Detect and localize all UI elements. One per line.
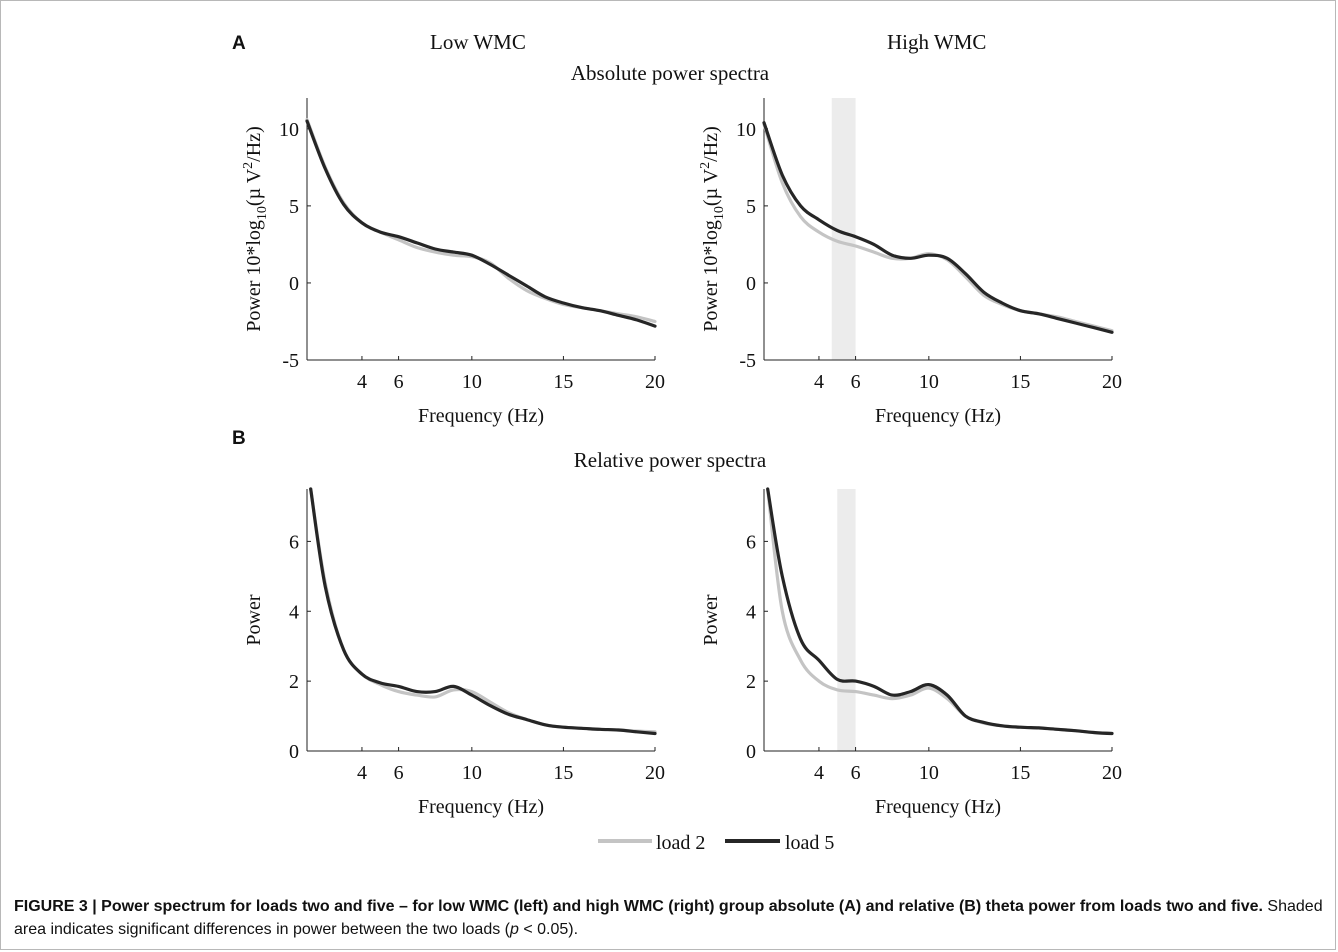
panel-a-high-series-load2-line (762, 122, 1114, 333)
caption-rest-post: < 0.05). (518, 921, 579, 938)
figure-caption: FIGURE 3 | Power spectrum for loads two … (14, 895, 1324, 941)
panel-a-low-x-tick-label: 20 (645, 371, 665, 393)
panel-a-low-x-tick-label: 15 (553, 371, 573, 393)
panel-b-low-x-tick-label: 6 (394, 762, 404, 784)
legend-load5-label: load 5 (785, 832, 834, 854)
panel-a-high-series-load5-line (762, 121, 1114, 334)
row-title-relative: Relative power spectra (573, 448, 767, 472)
panel-a-low-x-label: Frequency (Hz) (418, 405, 544, 427)
panel-a-high-x-tick-label: 6 (851, 371, 861, 393)
panel-a-low-x-tick-label: 10 (462, 371, 482, 393)
column-title-high-wmc: High WMC (887, 30, 987, 54)
panel-b-high-x-tick-label: 20 (1102, 762, 1122, 784)
panel-a-low-y-label: Power 10*log10(µ V2/Hz) (241, 126, 270, 331)
panel-b-low-y-tick-label: 0 (289, 741, 299, 763)
panel-b-high-x-tick-label: 6 (851, 762, 861, 784)
panel-a-high-significance-shade (831, 98, 856, 360)
panel-b-low-series-load2-line (309, 487, 657, 734)
panel-a-low-series-load5-line (305, 119, 657, 328)
panel-a-high-x-tick-label: 15 (1010, 371, 1030, 393)
panel-a-high-y-tick-label: 5 (746, 196, 756, 218)
panel-a-high-y-tick-label: 10 (736, 119, 756, 141)
panel-a-letter: A (232, 33, 246, 54)
panel-b-high-x-tick-label: 10 (919, 762, 939, 784)
panel-b-high-y-tick-label: 6 (746, 531, 756, 553)
panel-a-low-y-tick-label: 5 (289, 196, 299, 218)
panel-b-low-x-tick-label: 15 (553, 762, 573, 784)
row-title-absolute: Absolute power spectra (570, 61, 770, 85)
panel-a-high-x-tick-label: 20 (1102, 371, 1122, 393)
panel-a-high-y-tick-label: -5 (739, 350, 756, 372)
panel-a-low-x-tick-label: 4 (357, 371, 367, 393)
panel-a-low-y-tick-label: 10 (279, 119, 299, 141)
panel-b-high-x-tick-label: 15 (1010, 762, 1030, 784)
panel-b-high-y-tick-label: 4 (746, 601, 756, 623)
caption-rest-pre: Shaded area indicates significant differ… (14, 898, 1323, 938)
panel-b-low-y-tick-label: 2 (289, 671, 299, 693)
panel-a-low-x-tick-label: 6 (394, 371, 404, 393)
panel-a-high-x-label: Frequency (Hz) (875, 405, 1001, 427)
panel-b-low-x-label: Frequency (Hz) (418, 796, 544, 818)
panel-b-high-series-load2-line (766, 487, 1114, 736)
panel-b-high-y-tick-label: 0 (746, 741, 756, 763)
panel-b-letter: B (232, 428, 246, 449)
panel-b-high-x-label: Frequency (Hz) (875, 796, 1001, 818)
panel-b-high-y-label: Power (700, 594, 722, 645)
panel-a-high-x-tick-label: 10 (919, 371, 939, 393)
panel-b-low-y-tick-label: 4 (289, 601, 299, 623)
panel-b-high-x-tick-label: 4 (814, 762, 824, 784)
panel-a-low-y-tick-label: 0 (289, 273, 299, 295)
panel-a-high-y-tick-label: 0 (746, 273, 756, 295)
panel-b-low-y-label: Power (243, 594, 265, 645)
panel-b-low-y-tick-label: 6 (289, 531, 299, 553)
panel-b-high-series-load5-line (766, 487, 1114, 736)
panel-a-high-x-tick-label: 4 (814, 371, 824, 393)
column-title-low-wmc: Low WMC (430, 30, 526, 54)
caption-p: p (510, 921, 519, 938)
panel-b-low-x-tick-label: 10 (462, 762, 482, 784)
panel-b-low-series-load5-line (309, 487, 657, 736)
panel-a-low-y-tick-label: -5 (282, 350, 299, 372)
panel-a-high-y-label: Power 10*log10(µ V2/Hz) (698, 126, 727, 331)
panel-b-low-x-tick-label: 4 (357, 762, 367, 784)
caption-bold: FIGURE 3 | Power spectrum for loads two … (14, 898, 1263, 915)
panel-b-high-significance-shade (837, 489, 856, 751)
panel-b-high-y-tick-label: 2 (746, 671, 756, 693)
legend-load2-label: load 2 (656, 832, 705, 854)
panel-b-low-x-tick-label: 20 (645, 762, 665, 784)
